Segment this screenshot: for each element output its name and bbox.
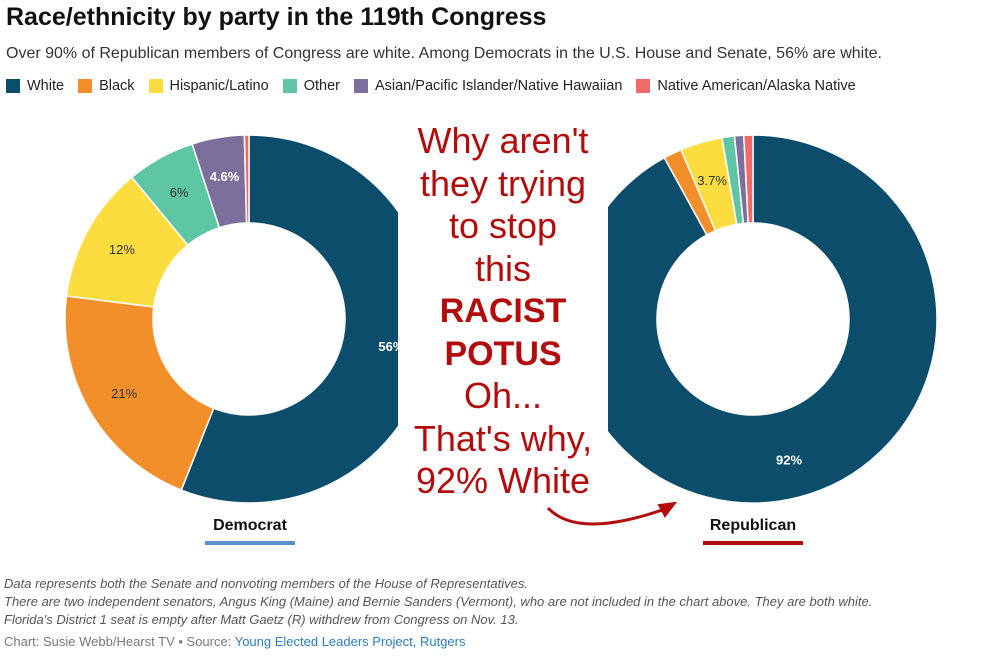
legend-label-asian: Asian/Pacific Islander/Native Hawaiian bbox=[374, 78, 623, 94]
party-underline-republican bbox=[703, 541, 803, 545]
annotation-line-1: Why aren't bbox=[417, 120, 589, 161]
data-label-democrat-hispanic-latino: 12% bbox=[109, 242, 135, 257]
legend-item-hispanic: Hispanic/Latino bbox=[148, 78, 269, 94]
annotation-bold-2: POTUS bbox=[444, 334, 562, 373]
legend-swatch-white bbox=[6, 79, 20, 93]
annotation-bold-1: RACIST bbox=[439, 292, 567, 330]
data-label-republican-white: 92% bbox=[776, 452, 802, 467]
note-3: Florida's District 1 seat is empty after… bbox=[4, 612, 519, 627]
chart-subtitle: Over 90% of Republican members of Congre… bbox=[6, 45, 882, 62]
note-2: There are two independent senators, Angu… bbox=[4, 594, 873, 609]
legend-swatch-other bbox=[282, 79, 297, 93]
legend-swatch-asian bbox=[353, 79, 368, 93]
legend-item-native: Native American/Alaska Native bbox=[636, 78, 856, 94]
legend-swatch-hispanic bbox=[148, 79, 163, 93]
legend-label-hispanic: Hispanic/Latino bbox=[169, 78, 269, 94]
legend-item-white: White bbox=[6, 78, 64, 94]
annotation-line-2: they trying bbox=[419, 162, 587, 204]
chart-credit: Chart: Susie Webb/Hearst TV • Source: Yo… bbox=[4, 634, 466, 649]
donut-democrat: 56%21%12%6%4.6% bbox=[64, 134, 434, 504]
annotation-line-7: 92% White bbox=[415, 460, 591, 501]
chart-notes: Data represents both the Senate and nonv… bbox=[4, 575, 872, 629]
data-label-democrat-black: 21% bbox=[111, 386, 137, 401]
annotation-line-5: Oh... bbox=[463, 375, 543, 416]
legend-label-white: White bbox=[27, 78, 65, 94]
party-label-democrat: Democrat bbox=[213, 517, 287, 534]
legend-swatch-native bbox=[636, 79, 651, 93]
slice-democrat-native-american-alaska-native bbox=[243, 134, 250, 224]
credit-prefix: Chart: Susie Webb/Hearst TV • Source: bbox=[4, 634, 235, 649]
party-label-republican: Republican bbox=[709, 517, 797, 534]
chart-title: Race/ethnicity by party in the 119th Con… bbox=[6, 3, 547, 31]
donut-republican: 92% 3.7% bbox=[568, 134, 938, 504]
party-underline-democrat bbox=[205, 541, 295, 545]
annotation-arrow bbox=[546, 506, 669, 526]
annotation-arrowhead bbox=[657, 501, 678, 518]
legend-item-other: Other bbox=[282, 78, 340, 94]
annotation-text: Why aren't they trying to stop this RACI… bbox=[398, 120, 608, 503]
note-1: Data represents both the Senate and nonv… bbox=[4, 576, 528, 591]
legend-label-black: Black bbox=[99, 78, 135, 94]
source-link[interactable]: Young Elected Leaders Project, Rutgers bbox=[234, 634, 466, 649]
annotation-line-6: That's why, bbox=[413, 417, 593, 459]
data-label-democrat-asian-pacific-islander-native-hawaiian: 4.6% bbox=[210, 169, 240, 184]
annotation-line-4: this bbox=[474, 247, 532, 289]
legend-label-native: Native American/Alaska Native bbox=[657, 78, 856, 94]
legend-swatch-black bbox=[78, 79, 93, 93]
data-label-republican-hispanic-latino: 3.7% bbox=[697, 173, 727, 188]
legend-item-asian: Asian/Pacific Islander/Native Hawaiian bbox=[353, 78, 623, 94]
slice-republican-native-american-alaska-native bbox=[742, 134, 754, 224]
legend-item-black: Black bbox=[78, 78, 135, 94]
annotation-line-3: to stop bbox=[448, 205, 558, 246]
legend: White Black Hispanic/Latino Other Asian/… bbox=[6, 78, 870, 94]
data-label-democrat-other: 6% bbox=[170, 185, 189, 200]
legend-label-other: Other bbox=[303, 78, 340, 94]
slice-democrat-black bbox=[64, 295, 215, 492]
